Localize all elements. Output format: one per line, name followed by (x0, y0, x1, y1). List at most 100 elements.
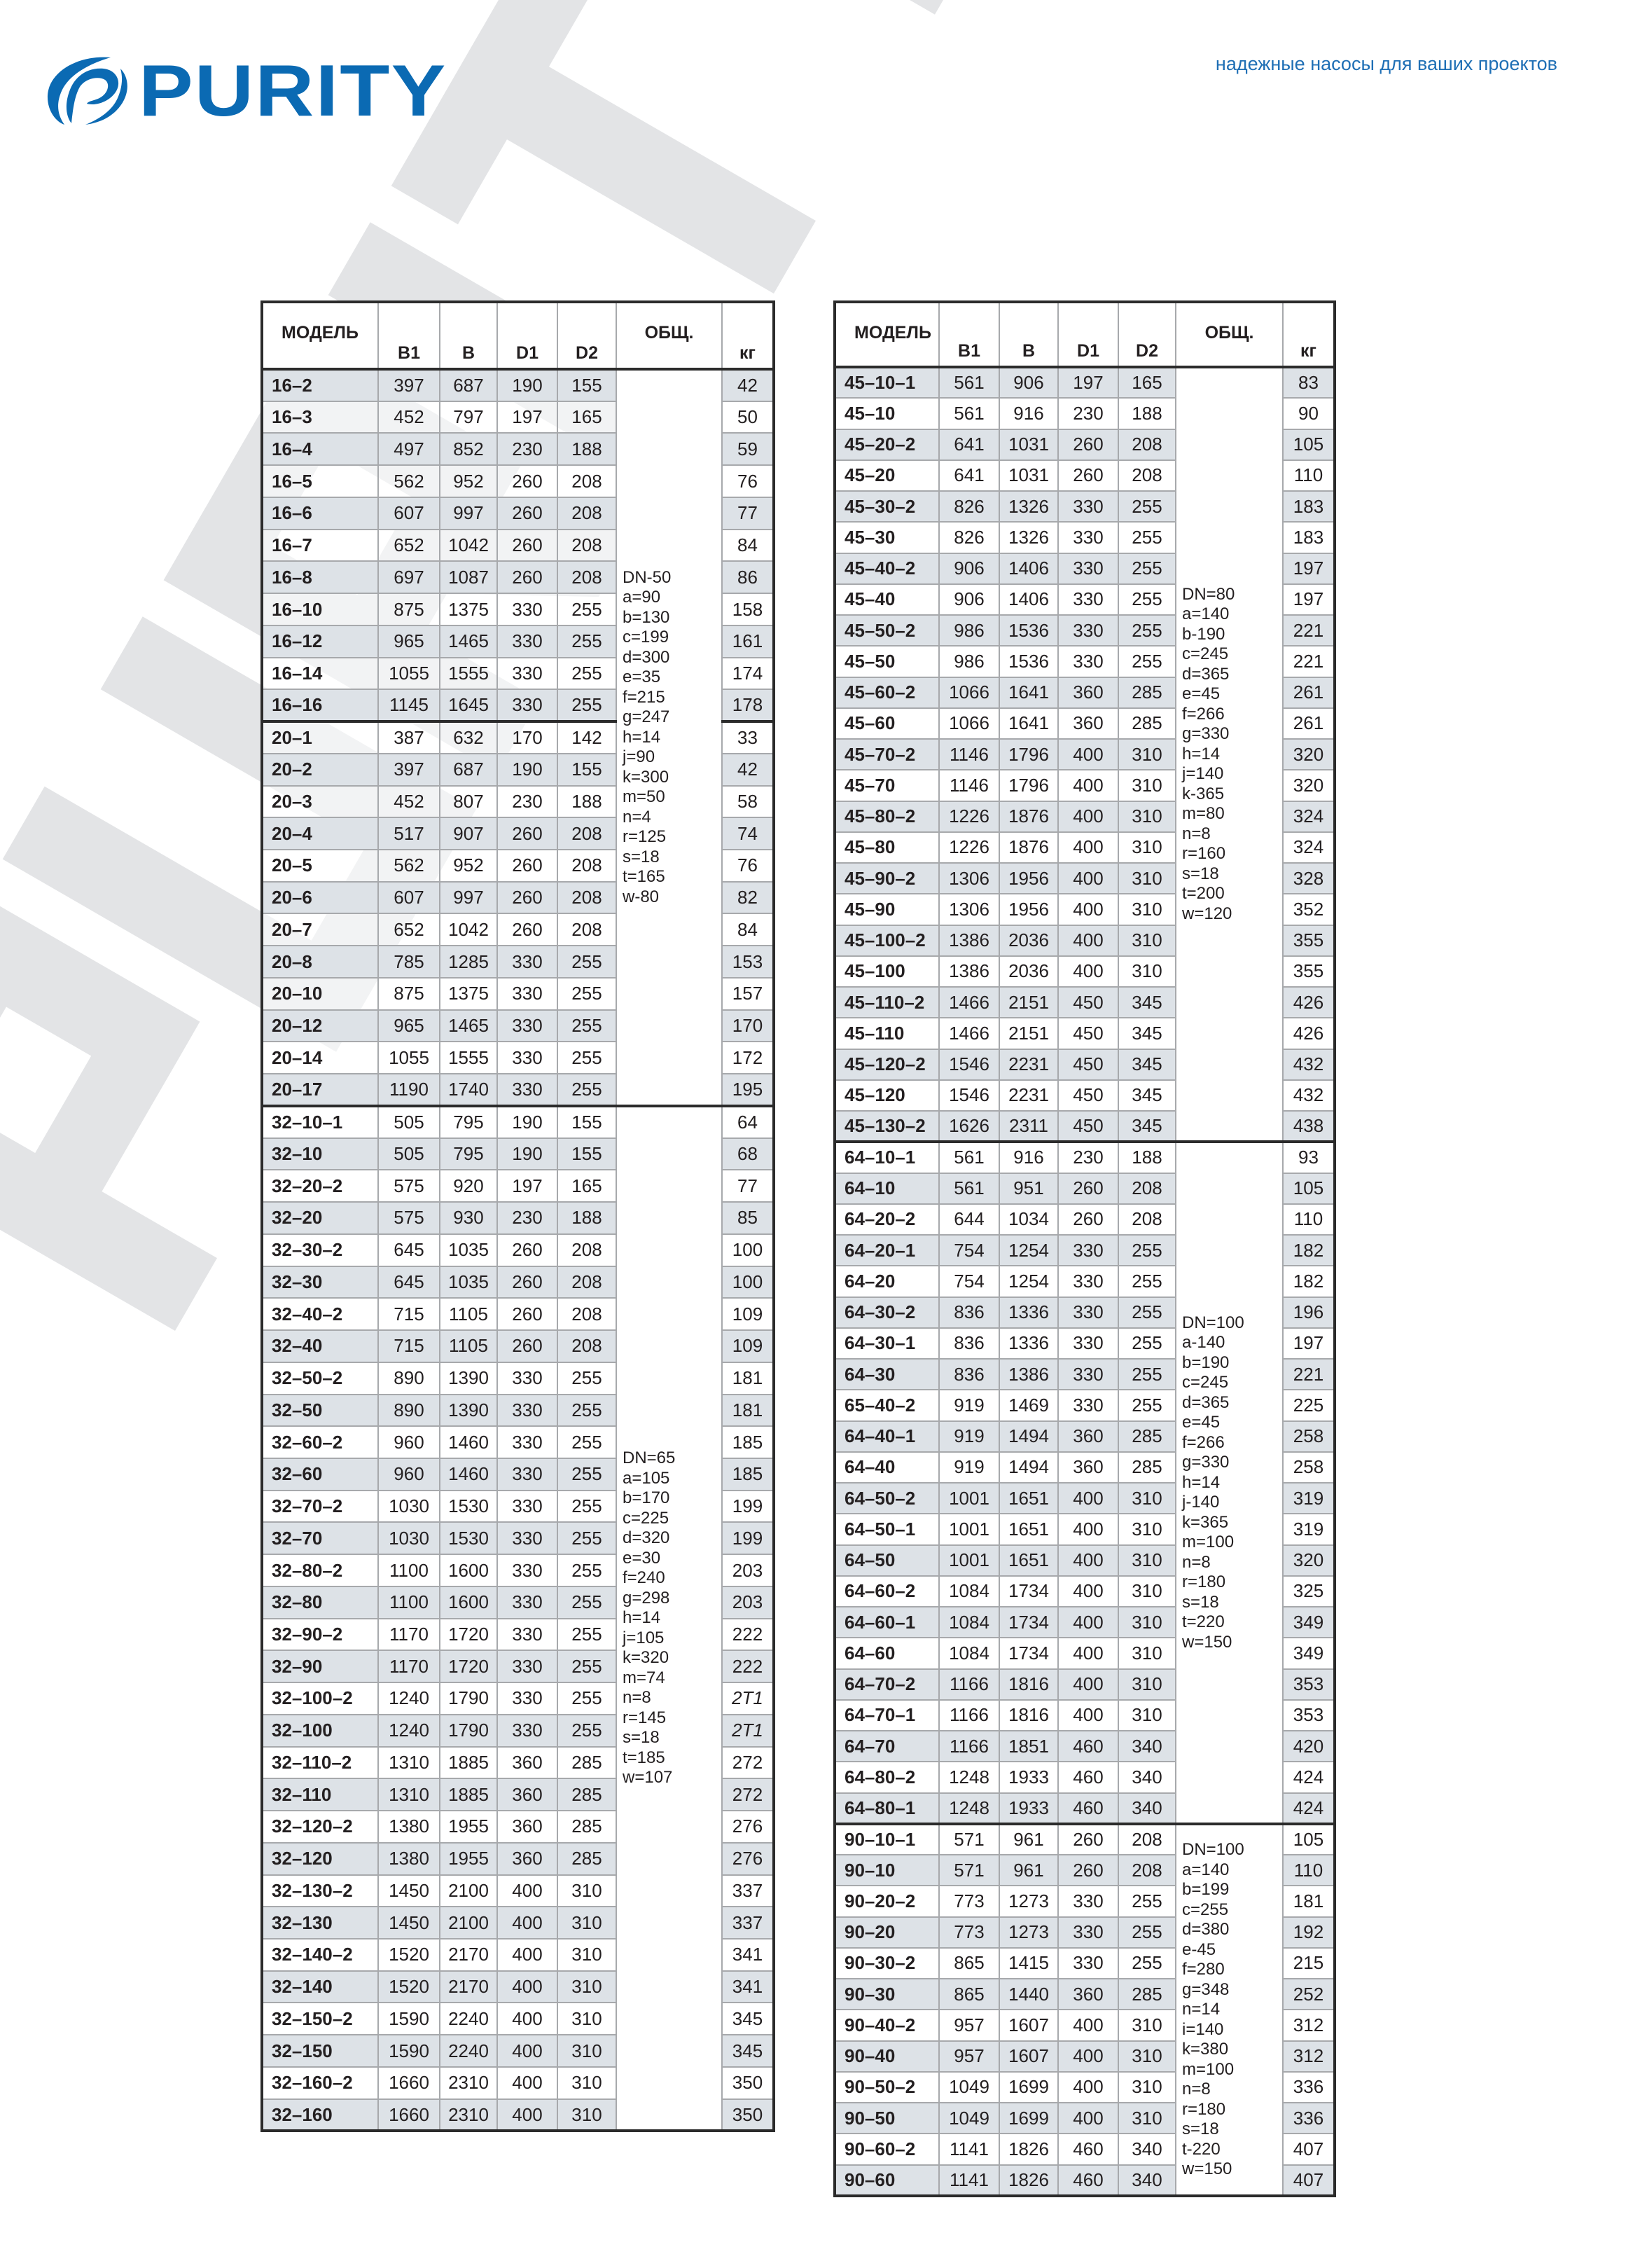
note-line: b=190 (1182, 1353, 1230, 1372)
cell-b1: 1190 (377, 1073, 440, 1107)
cell-b: 795 (439, 1137, 498, 1171)
cell-b: 2036 (999, 955, 1059, 988)
cell-b1: 1386 (938, 955, 1000, 988)
cell-d2: 345 (1118, 1109, 1176, 1143)
cell-d2: 310 (1118, 862, 1176, 895)
cell-b1: 826 (938, 490, 1000, 523)
cell-d2: 285 (1118, 707, 1176, 740)
note-line: c=245 (1182, 1373, 1229, 1392)
table-row: 32–50 890 1390 330 255 181 (261, 1393, 774, 1427)
cell-d1: 230 (1057, 397, 1119, 430)
cell-d2: 285 (557, 1778, 617, 1812)
cell-b1: 1240 (377, 1713, 440, 1748)
cell-d1: 460 (1057, 1729, 1119, 1763)
general-dimensions-note: DN-50 a=90 b=130 c=199 d=300 e=35 f=215 g=247 h=… (616, 368, 723, 1107)
cell-b: 1440 (999, 1977, 1059, 2011)
note-line: f=240 (623, 1568, 665, 1588)
cell-b1: 1030 (377, 1521, 440, 1556)
cell-kg: 157 (721, 976, 774, 1011)
header-d2: D2 (557, 302, 616, 371)
cell-d1: 330 (1057, 1296, 1119, 1329)
cell-kg: 426 (1282, 1017, 1335, 1050)
cell-kg: 352 (1282, 893, 1335, 926)
cell-model: 64–80–1 (834, 1792, 940, 1825)
table-row: 32–70 1030 1530 330 255 199 (261, 1521, 774, 1556)
cell-b1: 575 (377, 1169, 440, 1203)
cell-d2: 255 (557, 1585, 617, 1619)
table-row: 32–120–2 1380 1955 360 285 276 (261, 1810, 774, 1844)
cell-d2: 188 (557, 784, 617, 819)
cell-d1: 330 (496, 593, 558, 626)
cell-model: 32–100–2 (261, 1682, 379, 1715)
cell-b1: 1084 (938, 1637, 1000, 1670)
cell-d2: 310 (557, 2034, 617, 2068)
cell-model: 16–3 (261, 400, 379, 434)
note-line: n=8 (1182, 1552, 1211, 1572)
cell-kg: 222 (721, 1650, 774, 1684)
cell-b: 1254 (999, 1265, 1059, 1298)
cell-d1: 330 (1057, 1916, 1119, 1949)
cell-d1: 330 (496, 1489, 558, 1523)
table-row: 64–70–2 1166 1816 400 310 353 (834, 1668, 1335, 1701)
cell-d2: 310 (1118, 2070, 1176, 2104)
cell-kg: 42 (721, 752, 774, 787)
table-row: 32–40 715 1105 260 208 109 (261, 1329, 774, 1363)
cell-b1: 1226 (938, 800, 1000, 833)
note-line: f=280 (1182, 1960, 1225, 1979)
header-kg: кг (721, 302, 774, 371)
note-line: s=18 (623, 847, 660, 866)
cell-b: 1460 (439, 1425, 498, 1459)
cell-model: 20–17 (261, 1073, 379, 1107)
cell-b1: 773 (938, 1916, 1000, 1949)
header-notes: ОБЩ. (616, 302, 722, 371)
cell-kg: 341 (721, 1937, 774, 1972)
cell-kg: 320 (1282, 1544, 1335, 1577)
cell-d1: 330 (496, 976, 558, 1011)
note-line: b=130 (623, 607, 670, 627)
note-line: h=14 (1182, 1472, 1221, 1492)
note-line: c=199 (623, 628, 669, 647)
cell-b1: 919 (938, 1451, 1000, 1484)
note-line: w=107 (623, 1768, 673, 1788)
cell-d1: 330 (1057, 1265, 1119, 1298)
cell-d1: 450 (1057, 1017, 1119, 1050)
cell-b1: 1001 (938, 1544, 1000, 1577)
cell-d1: 190 (496, 368, 558, 402)
cell-kg: 2T1 (721, 1713, 774, 1748)
cell-d2: 255 (557, 624, 617, 658)
cell-d2: 255 (1118, 1296, 1176, 1329)
cell-b: 1734 (999, 1605, 1059, 1639)
cell-d1: 400 (1057, 1513, 1119, 1546)
cell-d1: 360 (1057, 1420, 1119, 1453)
cell-b1: 1166 (938, 1699, 1000, 1732)
cell-b1: 571 (938, 1853, 1000, 1887)
cell-d1: 400 (1057, 800, 1119, 833)
cell-d2: 208 (1118, 1853, 1176, 1887)
cell-kg: 252 (1282, 1977, 1335, 2011)
cell-b: 797 (439, 400, 498, 434)
cell-d1: 330 (496, 1393, 558, 1427)
cell-b: 2311 (999, 1109, 1059, 1143)
table-row: 45–110 1466 2151 450 345 426 (834, 1017, 1335, 1050)
table-header: МОДЕЛЬ B1 B D1 D2 ОБЩ. кг (261, 302, 774, 371)
cell-d1: 400 (496, 2034, 558, 2068)
cell-kg: 84 (721, 528, 774, 562)
cell-model: 64–30–1 (834, 1327, 940, 1360)
cell-b: 1555 (439, 1041, 498, 1075)
cell-b1: 1450 (377, 1906, 440, 1939)
table-row: 90–60 1141 1826 460 340 407 (834, 2164, 1335, 2197)
note-line: w=120 (1182, 904, 1232, 923)
cell-d2: 255 (1118, 1327, 1176, 1360)
cell-d2: 285 (557, 1810, 617, 1844)
cell-model: 16–14 (261, 656, 379, 691)
cell-b: 1790 (439, 1713, 498, 1748)
cell-d1: 260 (1057, 1172, 1119, 1205)
cell-d2: 310 (557, 2002, 617, 2036)
table-row: 16–5 562 952 260 208 76 (261, 464, 774, 498)
note-line: g=348 (1182, 1979, 1230, 1999)
cell-b1: 505 (377, 1137, 440, 1171)
cell-kg: 420 (1282, 1729, 1335, 1763)
note-line: h=14 (1182, 744, 1221, 763)
cell-b: 1465 (439, 624, 498, 658)
cell-b: 1042 (439, 528, 498, 562)
